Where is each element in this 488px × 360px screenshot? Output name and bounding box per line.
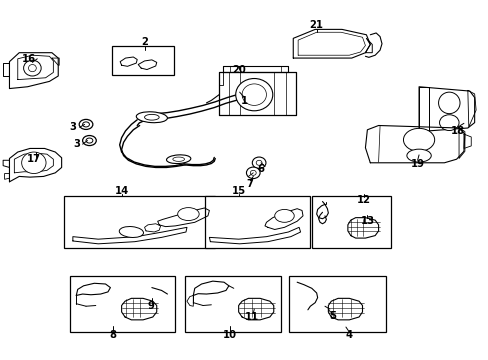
Ellipse shape bbox=[403, 129, 434, 151]
Ellipse shape bbox=[406, 149, 430, 162]
Text: 3: 3 bbox=[73, 139, 80, 149]
Ellipse shape bbox=[274, 210, 294, 222]
Ellipse shape bbox=[246, 167, 260, 179]
Text: 2: 2 bbox=[141, 37, 148, 47]
Text: 7: 7 bbox=[245, 179, 252, 189]
Ellipse shape bbox=[79, 120, 93, 130]
Bar bbox=[70, 276, 175, 332]
Text: 3: 3 bbox=[69, 122, 76, 132]
Ellipse shape bbox=[82, 135, 96, 145]
Bar bbox=[289, 276, 385, 332]
Text: 13: 13 bbox=[360, 216, 374, 226]
Ellipse shape bbox=[438, 92, 459, 114]
Ellipse shape bbox=[144, 114, 159, 120]
Ellipse shape bbox=[21, 152, 46, 174]
Ellipse shape bbox=[166, 155, 190, 163]
Text: 19: 19 bbox=[410, 159, 424, 169]
Text: 21: 21 bbox=[309, 20, 323, 30]
Text: 17: 17 bbox=[27, 154, 41, 164]
Text: 6: 6 bbox=[257, 164, 264, 174]
Ellipse shape bbox=[235, 78, 272, 111]
Text: 18: 18 bbox=[450, 126, 464, 135]
Bar bbox=[112, 45, 173, 75]
Text: 9: 9 bbox=[147, 301, 154, 311]
Ellipse shape bbox=[86, 138, 93, 143]
Bar bbox=[204, 196, 310, 248]
Ellipse shape bbox=[28, 64, 36, 72]
Text: 1: 1 bbox=[241, 96, 247, 106]
Text: 8: 8 bbox=[109, 330, 116, 340]
Bar bbox=[311, 196, 390, 248]
Text: 15: 15 bbox=[231, 186, 245, 197]
Ellipse shape bbox=[250, 170, 256, 175]
Text: 5: 5 bbox=[328, 311, 335, 321]
Text: 16: 16 bbox=[22, 54, 36, 64]
Text: 10: 10 bbox=[223, 330, 236, 340]
Ellipse shape bbox=[172, 157, 184, 161]
Ellipse shape bbox=[252, 157, 265, 168]
Text: 12: 12 bbox=[356, 195, 370, 205]
Text: 11: 11 bbox=[244, 312, 259, 322]
Ellipse shape bbox=[242, 84, 266, 105]
Ellipse shape bbox=[439, 115, 458, 131]
Ellipse shape bbox=[256, 160, 262, 165]
Ellipse shape bbox=[177, 208, 199, 221]
Text: 20: 20 bbox=[231, 64, 245, 75]
Ellipse shape bbox=[136, 112, 167, 123]
Ellipse shape bbox=[82, 122, 89, 127]
Ellipse shape bbox=[119, 226, 143, 238]
Bar bbox=[64, 196, 215, 248]
Text: 4: 4 bbox=[345, 330, 352, 340]
Ellipse shape bbox=[23, 60, 41, 76]
Bar bbox=[184, 276, 281, 332]
Text: 14: 14 bbox=[114, 186, 128, 197]
